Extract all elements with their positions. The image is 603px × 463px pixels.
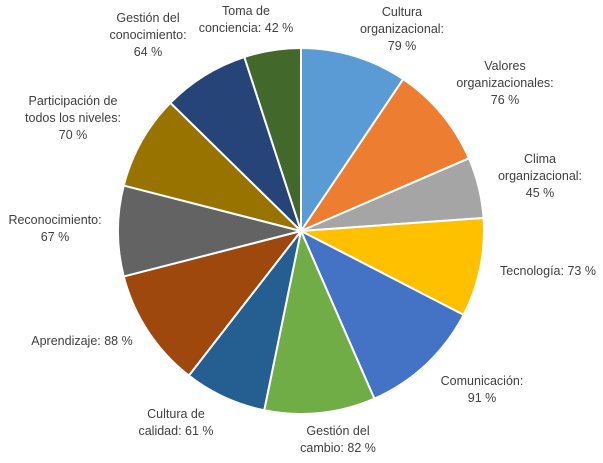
data-label-11: Gestión del conocimiento: 64 % <box>109 11 186 59</box>
data-label-line: Clima <box>524 152 556 166</box>
data-label-line: 45 % <box>526 186 555 200</box>
data-label-line: Gestión del <box>306 424 369 438</box>
data-label-line: Cultura de <box>147 407 205 421</box>
pie-slice-1 <box>300 47 405 232</box>
data-label-line: cambio: 82 % <box>300 441 376 455</box>
data-label-3: Clima organizacional: 45 % <box>498 152 582 200</box>
data-label-line: 70 % <box>59 128 88 142</box>
data-label-line: Cultura <box>382 5 422 19</box>
data-label-8: Aprendizaje: 88 % <box>31 334 132 348</box>
data-label-line: todos los niveles: <box>25 111 121 125</box>
data-label-line: organizacionales: <box>456 76 553 90</box>
data-label-line: Toma de <box>222 4 270 18</box>
pie-slice-12 <box>243 47 302 232</box>
data-label-line: Tecnología: 73 % <box>500 264 596 278</box>
data-label-line: Comunicación: <box>441 374 524 388</box>
data-label-line: conocimiento: <box>109 28 186 42</box>
data-label-2: Valores organizacionales: 76 % <box>456 59 553 107</box>
pie-slice-4 <box>300 216 485 316</box>
pie-slice-9 <box>117 184 302 278</box>
pie-slices <box>117 47 485 415</box>
data-label-10: Participación de todos los niveles: 70 % <box>25 94 121 142</box>
data-label-7: Cultura de calidad: 61 % <box>138 407 213 438</box>
pie-slice-5 <box>300 230 465 400</box>
data-label-1: Cultura organizacional: 79 % <box>360 5 444 53</box>
data-label-line: 64 % <box>134 45 163 59</box>
data-label-line: Gestión del <box>116 11 179 25</box>
data-label-6: Gestión del cambio: 82 % <box>300 424 376 455</box>
data-label-line: conciencia: 42 % <box>199 21 294 35</box>
data-label-line: 79 % <box>388 39 417 53</box>
data-label-12: Toma de conciencia: 42 % <box>199 4 294 35</box>
data-label-line: Participación de <box>29 94 118 108</box>
data-label-line: 91 % <box>468 391 497 405</box>
data-label-4: Tecnología: 73 % <box>500 264 596 278</box>
data-label-9: Reconocimiento: 67 % <box>8 213 101 244</box>
data-label-line: organizacional: <box>498 169 582 183</box>
pie-slice-10 <box>122 101 302 232</box>
data-labels: Cultura organizacional: 79 % Valores organiz… <box>8 4 596 455</box>
pie-slice-2 <box>300 78 470 232</box>
data-label-line: 67 % <box>41 230 70 244</box>
data-label-line: Valores <box>484 59 525 73</box>
data-label-line: Aprendizaje: 88 % <box>31 334 132 348</box>
data-label-line: organizacional: <box>360 22 444 36</box>
data-label-line: 76 % <box>491 93 520 107</box>
data-label-5: Comunicación: 91 % <box>441 374 524 405</box>
pie-slice-8 <box>122 230 302 377</box>
data-label-line: Reconocimiento: <box>8 213 101 227</box>
data-label-line: calidad: 61 % <box>138 424 213 438</box>
